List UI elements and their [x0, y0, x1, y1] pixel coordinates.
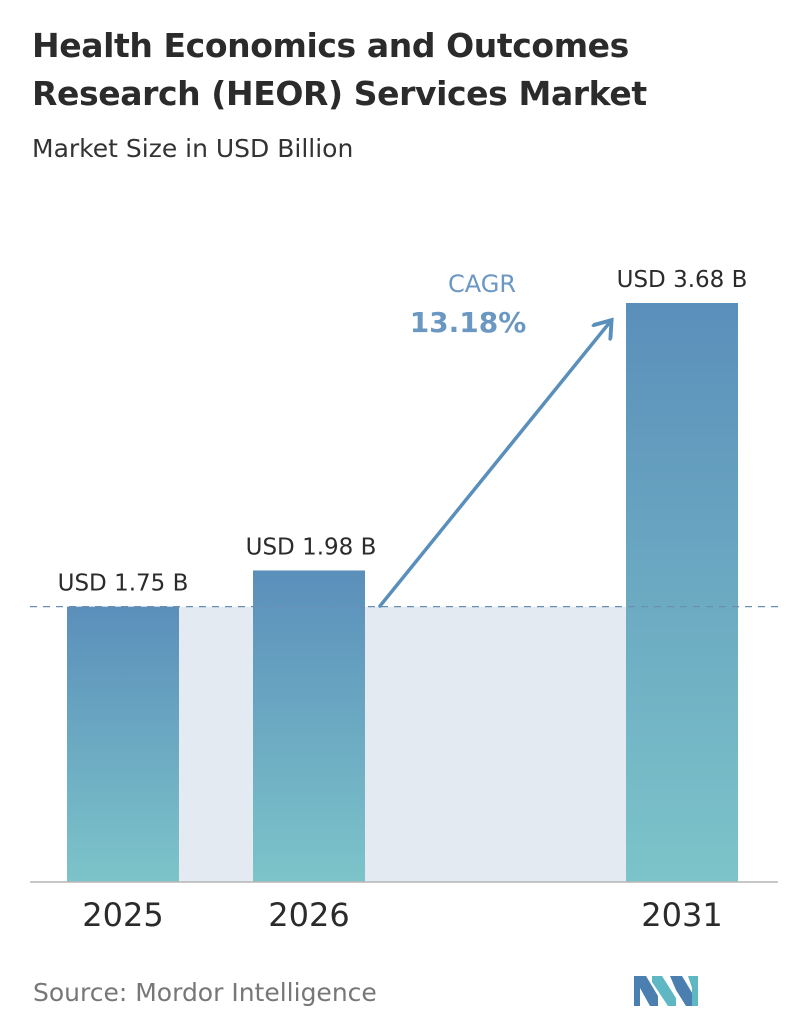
cagr-label: CAGR	[448, 270, 516, 298]
x-tick-label-2025: 2025	[82, 896, 163, 934]
cagr-arrow	[378, 322, 610, 608]
chart-title-line-1: Health Economics and Outcomes	[32, 26, 629, 65]
source-note: Source: Mordor Intelligence	[33, 978, 377, 1007]
mordor-intelligence-logo-icon	[634, 976, 698, 1006]
bar-2031	[626, 303, 738, 882]
bar-2025	[67, 606, 179, 882]
chart-subtitle: Market Size in USD Billion	[32, 134, 354, 163]
chart-title-line-2: Research (HEOR) Services Market	[32, 74, 647, 113]
value-label-2026: USD 1.98 B	[246, 534, 377, 560]
chart-title: Health Economics and Outcomes Research (…	[32, 22, 772, 118]
value-label-2025: USD 1.75 B	[58, 571, 189, 597]
x-tick-label-2026: 2026	[268, 896, 349, 934]
cagr-value: 13.18%	[410, 306, 527, 339]
value-label-2031: USD 3.68 B	[617, 267, 748, 293]
x-tick-label-2031: 2031	[641, 896, 722, 934]
bar-2026	[253, 570, 365, 882]
